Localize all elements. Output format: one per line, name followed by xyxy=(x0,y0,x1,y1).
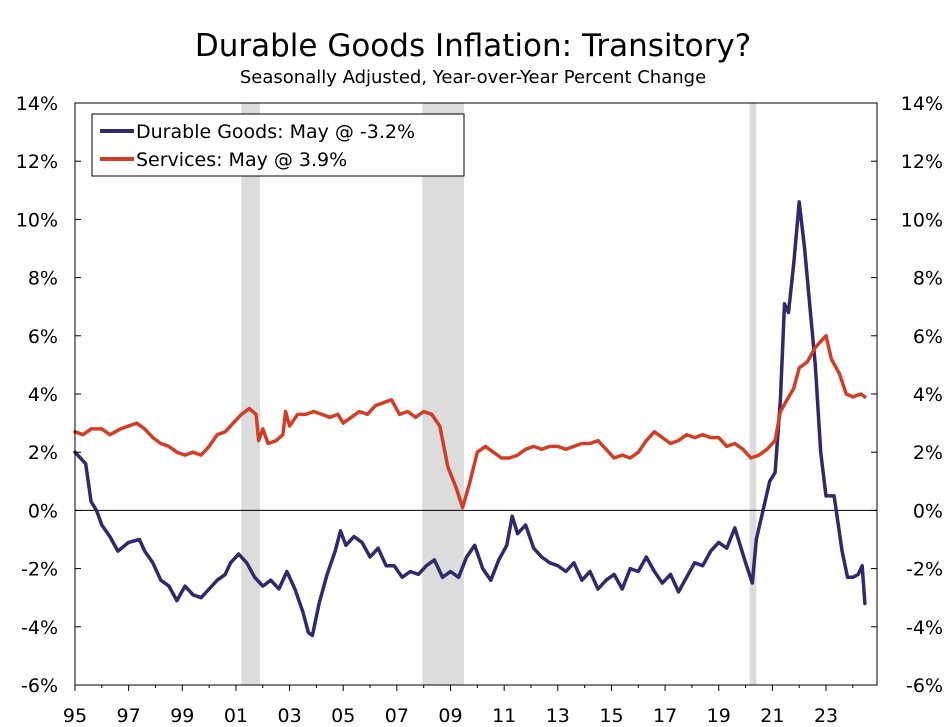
x-axis: 95 97 99 01 03 05 07 09 11 13 15 17 19 21 23 xyxy=(63,685,854,727)
y-tick-label-right-9: -4% xyxy=(906,617,943,639)
x-tick-label-1: 97 xyxy=(117,705,141,727)
y-axis-left: 14% 12% 10% 8% 6% 4% 2% 0% -2% -4% -6% xyxy=(16,93,81,697)
x-tick-label-14: 23 xyxy=(814,705,838,727)
x-tick-label-4: 03 xyxy=(277,705,301,727)
y-tick-label-left-3: 8% xyxy=(28,268,58,290)
recession-band-1 xyxy=(422,103,464,685)
y-tick-label-right-2: 10% xyxy=(901,209,943,231)
x-tick-label-8: 11 xyxy=(492,705,516,727)
chart-subtitle: Seasonally Adjusted, Year-over-Year Perc… xyxy=(240,67,706,88)
legend-label-durable: Durable Goods: May @ -3.2% xyxy=(136,121,415,143)
x-tick-label-7: 09 xyxy=(438,705,462,727)
y-tick-label-left-6: 2% xyxy=(28,442,58,464)
y-tick-label-left-0: 14% xyxy=(16,93,58,115)
x-tick-label-3: 01 xyxy=(224,705,248,727)
x-tick-label-13: 21 xyxy=(760,705,784,727)
series-line-services xyxy=(73,334,867,510)
recession-shading-group xyxy=(241,103,757,685)
y-axis-right: 14% 12% 10% 8% 6% 4% 2% 0% -2% -4% -6% xyxy=(871,93,943,697)
y-tick-label-left-10: -6% xyxy=(21,675,58,697)
x-tick-label-9: 13 xyxy=(546,705,570,727)
y-tick-label-right-8: -2% xyxy=(906,559,943,581)
y-tick-label-right-1: 12% xyxy=(901,151,943,173)
y-tick-label-right-4: 6% xyxy=(913,326,943,348)
x-tick-label-2: 99 xyxy=(170,705,194,727)
legend-box xyxy=(91,113,465,177)
recession-band-2 xyxy=(749,103,757,685)
x-tick-label-6: 07 xyxy=(385,705,409,727)
chart-title: Durable Goods Inflation: Transitory? xyxy=(195,28,751,64)
y-tick-label-left-1: 12% xyxy=(16,151,58,173)
y-tick-label-left-5: 4% xyxy=(28,384,58,406)
y-tick-label-right-3: 8% xyxy=(913,268,943,290)
x-tick-label-5: 05 xyxy=(331,705,355,727)
y-tick-label-right-5: 4% xyxy=(913,384,943,406)
legend: Durable Goods: May @ -3.2% Services: May… xyxy=(91,113,465,177)
plot-frame xyxy=(74,102,878,686)
recession-band-0 xyxy=(241,103,261,685)
y-tick-label-left-9: -4% xyxy=(21,617,58,639)
y-tick-label-right-7: 0% xyxy=(913,500,943,522)
legend-label-services: Services: May @ 3.9% xyxy=(136,149,347,171)
x-tick-label-11: 17 xyxy=(653,705,677,727)
x-tick-label-0: 95 xyxy=(63,705,87,727)
y-tick-label-right-10: -6% xyxy=(906,675,943,697)
y-tick-label-left-2: 10% xyxy=(16,209,58,231)
x-tick-label-12: 19 xyxy=(707,705,731,727)
y-tick-label-left-8: -2% xyxy=(21,559,58,581)
series-line-durable-goods xyxy=(73,200,867,638)
y-tick-label-left-4: 6% xyxy=(28,326,58,348)
y-tick-label-right-6: 2% xyxy=(913,442,943,464)
y-tick-label-right-0: 14% xyxy=(901,93,943,115)
series-group xyxy=(73,200,867,638)
y-tick-label-left-7: 0% xyxy=(28,500,58,522)
x-tick-label-10: 15 xyxy=(599,705,623,727)
